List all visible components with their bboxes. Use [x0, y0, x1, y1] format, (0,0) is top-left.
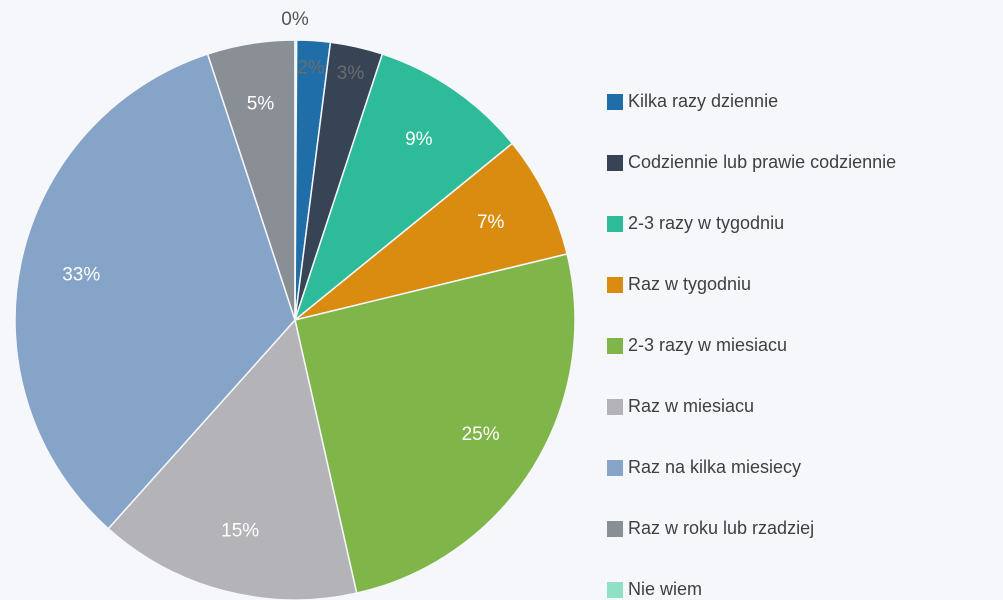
legend-swatch	[607, 216, 623, 232]
pie-slice	[107, 318, 358, 600]
data-label: 15%	[221, 520, 259, 541]
pie-slice	[294, 142, 569, 321]
pie-slice	[293, 53, 514, 323]
data-label: 33%	[62, 264, 100, 285]
data-label: 7%	[477, 212, 505, 233]
legend-swatch	[607, 521, 623, 537]
legend-label: Raz w tygodniu	[628, 274, 751, 294]
legend-swatch	[607, 460, 623, 476]
data-label: 3%	[337, 63, 365, 84]
pie-slice	[294, 253, 576, 595]
legend-swatch	[607, 94, 623, 110]
legend-label: Nie wiem	[628, 579, 702, 599]
legend-swatch	[607, 399, 623, 415]
legend-label: Raz na kilka miesiecy	[628, 457, 801, 477]
pie-slice	[14, 53, 296, 530]
legend-label: Raz w roku lub rzadziej	[628, 518, 814, 538]
legend-swatch	[607, 338, 623, 354]
legend-label: 2-3 razy w tygodniu	[628, 213, 784, 233]
legend-label: Raz w miesiacu	[628, 396, 754, 416]
pie-slice	[294, 39, 298, 321]
legend-label: Codziennie lub prawie codziennie	[628, 152, 896, 172]
legend-swatch	[607, 155, 623, 171]
legend-swatch	[607, 277, 623, 293]
data-label: 2%	[297, 58, 325, 79]
legend-label: Kilka razy dziennie	[628, 91, 778, 111]
data-label: 0%	[281, 9, 309, 30]
data-label: 9%	[405, 129, 433, 150]
data-label: 5%	[247, 93, 275, 114]
data-label: 25%	[462, 424, 500, 445]
legend-label: 2-3 razy w miesiacu	[628, 335, 787, 355]
legend-swatch	[607, 582, 623, 598]
